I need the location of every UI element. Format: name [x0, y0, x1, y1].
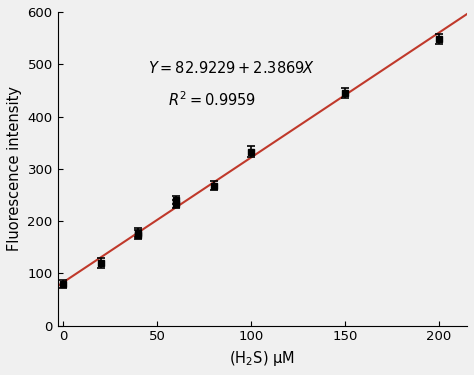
Text: $R^2 = 0.9959$: $R^2 = 0.9959$ — [168, 90, 256, 109]
Text: $Y = 82.9229 + 2.3869X$: $Y = 82.9229 + 2.3869X$ — [148, 60, 315, 76]
Y-axis label: Fluorescence intensity: Fluorescence intensity — [7, 86, 22, 251]
X-axis label: (H$_2$S) μM: (H$_2$S) μM — [229, 349, 295, 368]
